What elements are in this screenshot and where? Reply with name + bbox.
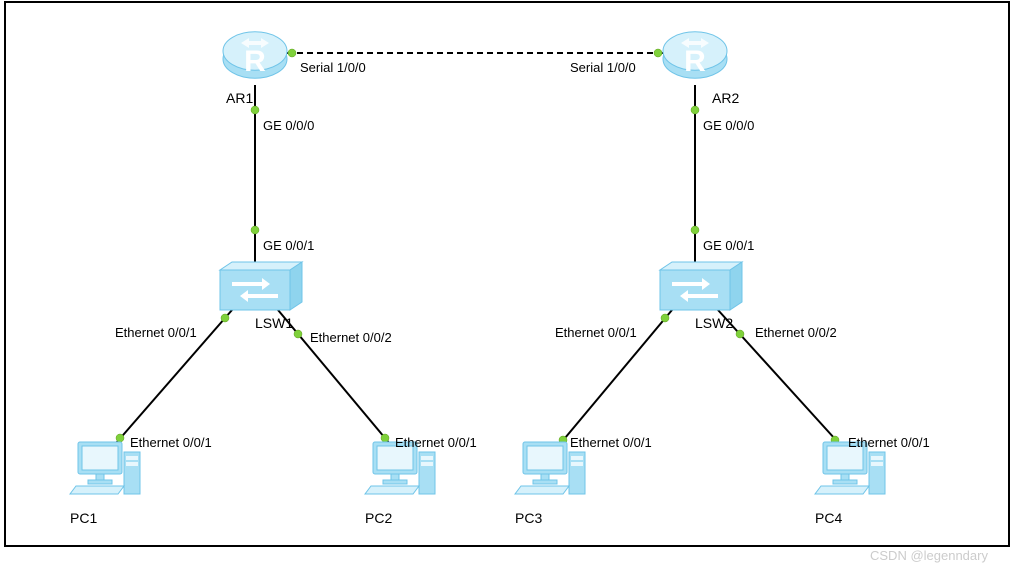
device-label-ar1: AR1 [226, 90, 253, 106]
watermark: CSDN @legenndary [870, 548, 988, 563]
device-label-lsw1: LSW1 [255, 315, 293, 331]
port-label-ar1-lsw1-1: GE 0/0/1 [263, 238, 314, 253]
port-label-lsw2-pc4-0: Ethernet 0/0/2 [755, 325, 837, 340]
port-dot [251, 226, 259, 234]
router-letter: R [684, 45, 706, 78]
device-label-lsw2: LSW2 [695, 315, 733, 331]
switch-lsw1 [220, 262, 302, 310]
router-ar2: R [663, 32, 727, 78]
port-label-ar2-lsw2-0: GE 0/0/0 [703, 118, 754, 133]
device-label-pc3: PC3 [515, 510, 542, 526]
port-label-lsw1-pc1-0: Ethernet 0/0/1 [115, 325, 197, 340]
port-dot [381, 434, 389, 442]
network-diagram: RR Serial 1/0/0Serial 1/0/0GE 0/0/0GE 0/… [0, 0, 1014, 564]
port-label-lsw2-pc4-1: Ethernet 0/0/1 [848, 435, 930, 450]
port-dot [736, 330, 744, 338]
port-dot [691, 226, 699, 234]
port-label-lsw2-pc3-1: Ethernet 0/0/1 [570, 435, 652, 450]
device-label-pc2: PC2 [365, 510, 392, 526]
port-label-ar1-ar2-0: Serial 1/0/0 [300, 60, 366, 75]
router-letter: R [244, 45, 266, 78]
switch-lsw2 [660, 262, 742, 310]
port-dot [116, 434, 124, 442]
port-label-ar2-lsw2-1: GE 0/0/1 [703, 238, 754, 253]
port-label-ar1-ar2-1: Serial 1/0/0 [570, 60, 636, 75]
port-dot [661, 314, 669, 322]
port-dot [294, 330, 302, 338]
port-dot [288, 49, 296, 57]
device-label-ar2: AR2 [712, 90, 739, 106]
port-dot [654, 49, 662, 57]
port-label-lsw1-pc2-0: Ethernet 0/0/2 [310, 330, 392, 345]
port-dot [251, 106, 259, 114]
device-label-pc4: PC4 [815, 510, 842, 526]
port-dot [691, 106, 699, 114]
router-ar1: R [223, 32, 287, 78]
port-label-lsw2-pc3-0: Ethernet 0/0/1 [555, 325, 637, 340]
port-label-lsw1-pc2-1: Ethernet 0/0/1 [395, 435, 477, 450]
port-label-lsw1-pc1-1: Ethernet 0/0/1 [130, 435, 212, 450]
device-label-pc1: PC1 [70, 510, 97, 526]
port-label-ar1-lsw1-0: GE 0/0/0 [263, 118, 314, 133]
svg-layer: RR [0, 0, 1014, 564]
port-dot [221, 314, 229, 322]
